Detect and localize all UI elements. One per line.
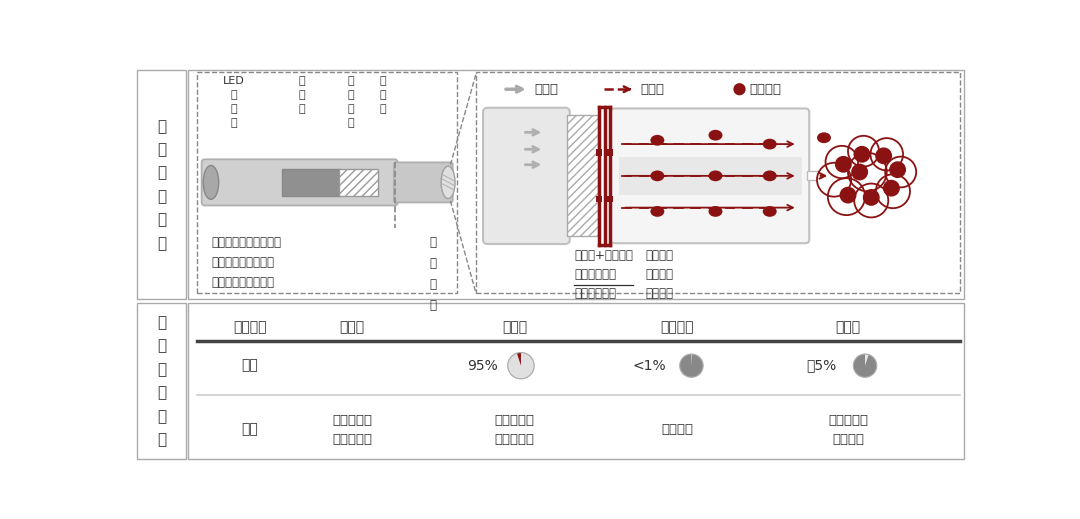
Bar xyxy=(476,72,960,293)
Circle shape xyxy=(828,178,865,215)
Text: 换
弹
式
电
子
烟: 换 弹 式 电 子 烟 xyxy=(157,119,166,251)
Ellipse shape xyxy=(816,132,831,143)
Circle shape xyxy=(854,184,888,217)
Text: 满足吸烟者
生理需求: 满足吸烟者 生理需求 xyxy=(828,414,868,446)
Circle shape xyxy=(825,146,859,178)
Circle shape xyxy=(852,165,867,180)
Bar xyxy=(596,196,603,202)
Circle shape xyxy=(883,181,900,196)
FancyBboxPatch shape xyxy=(202,159,397,206)
Bar xyxy=(596,149,603,156)
Bar xyxy=(188,303,964,459)
Ellipse shape xyxy=(708,130,723,141)
Ellipse shape xyxy=(203,166,218,199)
Text: 食用香精: 食用香精 xyxy=(661,320,694,334)
Bar xyxy=(567,115,597,236)
Circle shape xyxy=(508,352,535,379)
Circle shape xyxy=(886,157,916,187)
Circle shape xyxy=(848,136,879,167)
Ellipse shape xyxy=(708,170,723,181)
Bar xyxy=(619,157,801,195)
Bar xyxy=(282,169,340,196)
Ellipse shape xyxy=(816,170,831,181)
Circle shape xyxy=(679,354,703,377)
FancyBboxPatch shape xyxy=(394,162,453,202)
Wedge shape xyxy=(517,352,521,366)
Circle shape xyxy=(890,162,905,177)
Wedge shape xyxy=(679,354,703,377)
Text: 锂
电
池: 锂 电 池 xyxy=(298,76,305,114)
Bar xyxy=(339,169,378,196)
Text: 烟杆部分（耐用品）：
烟杆中含有锂电池，
是电子烟的供电单元: 烟杆部分（耐用品）： 烟杆中含有锂电池， 是电子烟的供电单元 xyxy=(211,236,281,289)
Circle shape xyxy=(734,84,745,94)
Text: 增加口感: 增加口感 xyxy=(661,423,693,436)
FancyBboxPatch shape xyxy=(611,108,809,243)
Ellipse shape xyxy=(650,170,664,181)
Bar xyxy=(607,196,613,202)
Text: 烟油成分: 烟油成分 xyxy=(233,320,267,334)
Text: 无色无味、
加热可雾化: 无色无味、 加热可雾化 xyxy=(495,414,535,446)
Circle shape xyxy=(876,174,910,208)
Circle shape xyxy=(816,163,851,197)
Ellipse shape xyxy=(441,166,455,199)
Circle shape xyxy=(840,187,855,203)
Ellipse shape xyxy=(650,206,664,217)
Text: 雾化室：
烟油颗粒
受热雾化: 雾化室： 烟油颗粒 受热雾化 xyxy=(646,250,674,301)
Text: 95%: 95% xyxy=(467,359,498,373)
Text: <1%: <1% xyxy=(632,359,666,373)
Bar xyxy=(136,303,186,459)
Text: 冷空气: 冷空气 xyxy=(535,83,558,95)
Circle shape xyxy=(854,146,869,162)
Ellipse shape xyxy=(762,139,777,149)
Ellipse shape xyxy=(762,206,777,217)
Text: 控
制
芯
片: 控 制 芯 片 xyxy=(347,76,354,128)
Circle shape xyxy=(864,190,879,205)
Text: 烟油颗粒: 烟油颗粒 xyxy=(750,83,782,95)
Ellipse shape xyxy=(708,206,723,217)
Text: 稀释甘油，
降低粘稠度: 稀释甘油， 降低粘稠度 xyxy=(332,414,372,446)
Circle shape xyxy=(836,157,851,172)
Wedge shape xyxy=(853,354,877,377)
Text: 烟
油
成
分
显
示: 烟 油 成 分 显 示 xyxy=(157,315,166,447)
Circle shape xyxy=(853,354,877,377)
Text: LED
指
示
灯: LED 指 示 灯 xyxy=(224,76,245,128)
Text: 含量: 含量 xyxy=(241,359,258,373)
Bar xyxy=(340,170,345,195)
Circle shape xyxy=(870,138,903,170)
Bar xyxy=(136,70,186,299)
Text: 尼古丁: 尼古丁 xyxy=(836,320,861,334)
Text: 热空气: 热空气 xyxy=(640,83,664,95)
Ellipse shape xyxy=(650,135,664,146)
Bar xyxy=(807,171,818,181)
Circle shape xyxy=(848,153,887,192)
Text: 约5%: 约5% xyxy=(806,359,836,373)
Text: 传
感
器: 传 感 器 xyxy=(380,76,387,114)
Bar xyxy=(197,72,457,293)
Text: 作用: 作用 xyxy=(241,422,258,436)
Text: 发热丝+雾化芯：
雾化芯通常为
棉芯或陶瓷芯: 发热丝+雾化芯： 雾化芯通常为 棉芯或陶瓷芯 xyxy=(575,250,633,301)
Text: 丙二醇: 丙二醇 xyxy=(339,320,365,334)
Text: 丙三醇: 丙三醇 xyxy=(502,320,527,334)
Bar xyxy=(188,70,964,299)
FancyBboxPatch shape xyxy=(483,108,570,244)
Ellipse shape xyxy=(762,170,777,181)
Bar xyxy=(607,149,613,156)
Circle shape xyxy=(876,148,891,163)
Text: 烟
弹
部
分: 烟 弹 部 分 xyxy=(430,236,437,311)
